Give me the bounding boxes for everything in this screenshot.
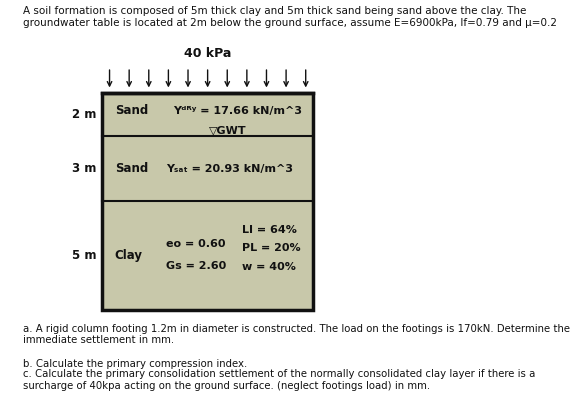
Text: w = 40%: w = 40% [242,262,296,272]
Text: a. A rigid column footing 1.2m in diameter is constructed. The load on the footi: a. A rigid column footing 1.2m in diamet… [23,324,570,345]
Text: eo = 0.60: eo = 0.60 [166,239,225,249]
Text: groundwater table is located at 2m below the ground surface, assume E=6900kPa, I: groundwater table is located at 2m below… [23,18,557,28]
Text: 40 kPa: 40 kPa [184,47,232,60]
Text: Clay: Clay [115,249,142,262]
Text: b. Calculate the primary compression index.: b. Calculate the primary compression ind… [23,359,247,369]
Text: 5 m: 5 m [72,249,97,262]
Text: 3 m: 3 m [72,162,97,175]
Text: ▽GWT: ▽GWT [209,125,247,135]
Text: LI = 64%: LI = 64% [242,225,297,235]
Text: Yᵈᴿʸ = 17.66 kN/m^3: Yᵈᴿʸ = 17.66 kN/m^3 [173,106,302,116]
Text: 2 m: 2 m [72,108,97,121]
Text: Sand: Sand [115,162,148,175]
Text: A soil formation is composed of 5m thick clay and 5m thick sand being sand above: A soil formation is composed of 5m thick… [23,6,526,16]
Bar [102,93,313,310]
Text: Yₛₐₜ = 20.93 kN/m^3: Yₛₐₜ = 20.93 kN/m^3 [166,164,292,174]
Text: PL = 20%: PL = 20% [242,243,301,254]
Text: Gs = 2.60: Gs = 2.60 [166,260,226,271]
Text: c. Calculate the primary consolidation settlement of the normally consolidated c: c. Calculate the primary consolidation s… [23,369,536,391]
Text: Sand: Sand [115,104,148,117]
